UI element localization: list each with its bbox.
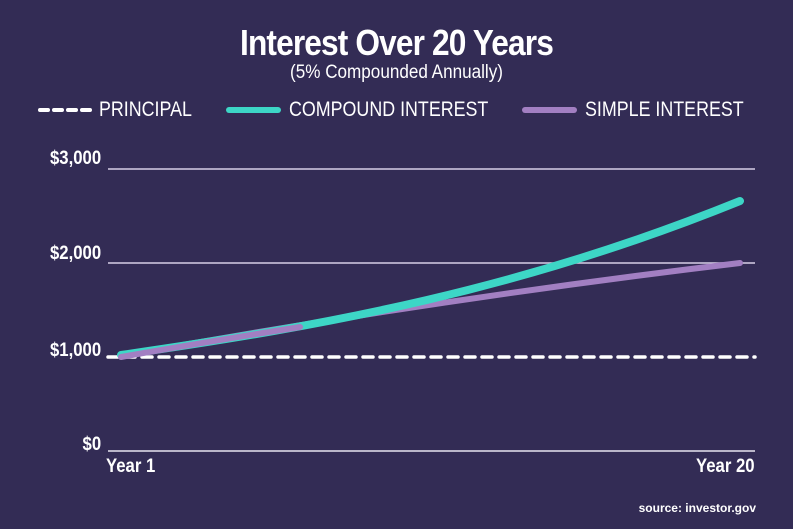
compound-interest-line [117,197,744,359]
chart-title: Interest Over 20 Years [240,22,554,63]
teal-line-icon [226,107,281,113]
xtick-year-1: Year 1 [106,456,156,477]
ytick-1000: $1,000 [49,340,101,361]
xtick-year-20: Year 20 [696,456,755,477]
ytick-0: $0 [82,434,101,455]
ytick-2000: $2,000 [49,243,101,264]
legend-compound: COMPOUND INTEREST [226,98,524,122]
chart-subtitle: (5% Compounded Annually) [290,62,503,83]
ytick-3000: $3,000 [49,148,101,169]
dashed-line-icon [38,108,93,112]
legend-simple: SIMPLE INTEREST [522,98,772,122]
purple-line-icon [522,107,577,113]
legend-principal: PRINCIPAL [38,98,208,122]
source-note: source: investor.gov [638,501,756,515]
